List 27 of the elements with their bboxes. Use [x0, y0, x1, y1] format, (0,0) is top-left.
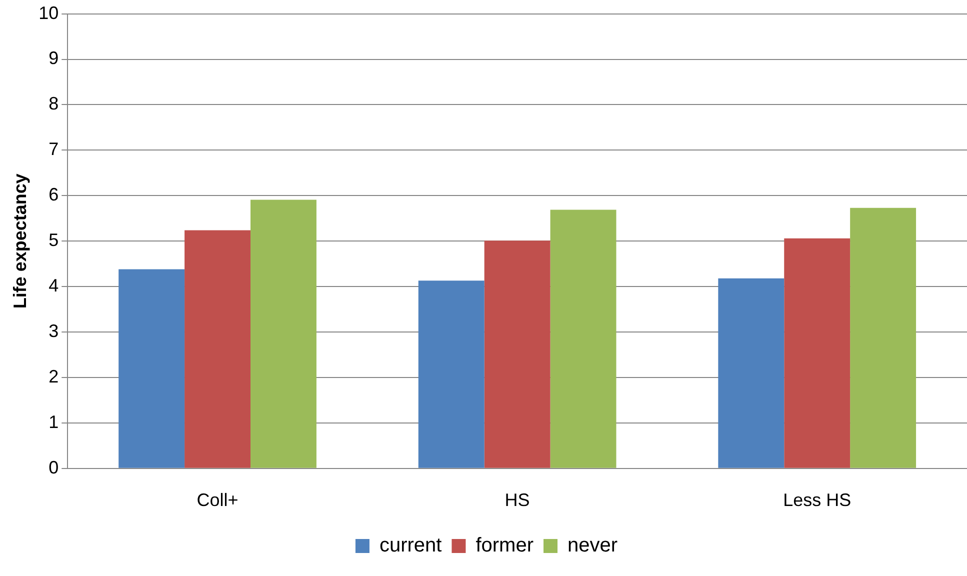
- y-tick-label: 2: [48, 366, 59, 386]
- legend-label: current: [379, 534, 442, 557]
- y-tick-label: 5: [48, 230, 59, 250]
- bar: [550, 210, 616, 468]
- x-tick-label: HS: [504, 490, 530, 510]
- legend-label: never: [568, 534, 618, 557]
- bar: [184, 230, 250, 468]
- y-tick-label: 4: [48, 276, 59, 296]
- bar: [784, 238, 850, 468]
- bar: [250, 200, 316, 468]
- y-tick-label: 7: [48, 139, 59, 160]
- x-tick-label: Less HS: [783, 490, 852, 510]
- x-tick-label: Coll+: [196, 490, 238, 510]
- y-axis-title: Life expectancy: [10, 174, 30, 309]
- y-tick-label: 3: [48, 320, 59, 341]
- bar: [850, 208, 916, 468]
- y-tick-label: 6: [48, 184, 59, 205]
- y-tick-label: 10: [38, 2, 59, 23]
- y-tick-label: 9: [48, 48, 59, 68]
- bar: [118, 269, 185, 468]
- y-tick-label: 1: [48, 412, 59, 432]
- bar: [418, 280, 484, 468]
- bar: [484, 240, 550, 468]
- y-tick-label: 8: [48, 94, 59, 114]
- y-tick-label: 0: [48, 457, 59, 478]
- bar: [718, 278, 784, 468]
- legend-label: former: [476, 534, 534, 557]
